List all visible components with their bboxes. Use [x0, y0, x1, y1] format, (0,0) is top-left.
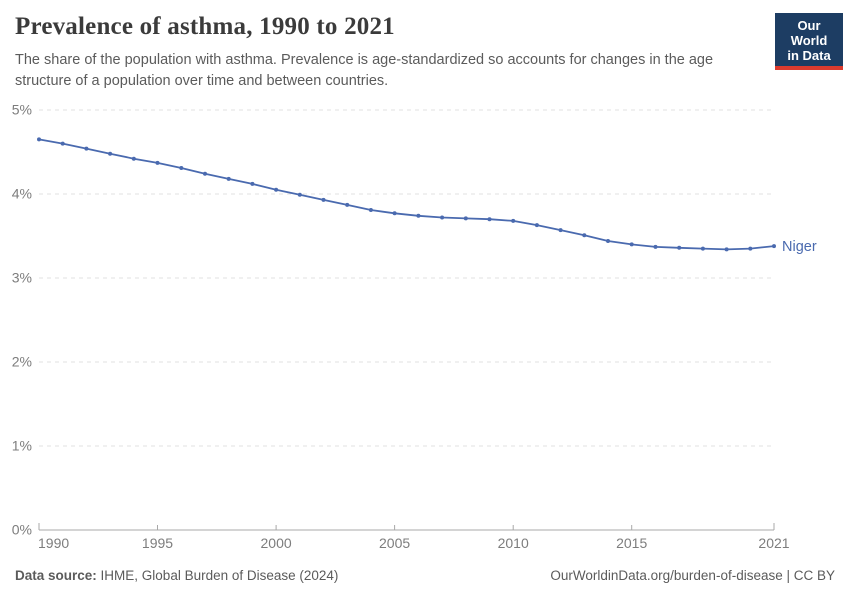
data-point: [416, 213, 421, 218]
data-source-label: Data source:: [15, 568, 97, 583]
data-point: [297, 192, 302, 197]
data-point: [345, 202, 350, 207]
data-point: [534, 223, 539, 228]
data-point: [37, 137, 41, 142]
data-point: [60, 141, 65, 146]
data-point: [226, 176, 231, 181]
data-point: [724, 247, 729, 252]
page-title: Prevalence of asthma, 1990 to 2021: [15, 13, 395, 40]
data-point: [582, 233, 587, 238]
data-point: [772, 244, 776, 249]
data-point: [748, 246, 753, 251]
y-tick-label: 5%: [12, 102, 32, 118]
data-line: [38, 138, 775, 251]
y-tick-label: 1%: [12, 438, 32, 454]
data-point: [487, 217, 492, 222]
data-point: [321, 197, 326, 202]
data-point: [84, 146, 89, 151]
x-tick-label: 2015: [616, 535, 647, 551]
x-tick-label: 1990: [38, 535, 69, 551]
data-point: [155, 160, 160, 165]
data-point: [653, 244, 658, 249]
x-tick-label: 2005: [379, 535, 410, 551]
x-tick-label: 2010: [498, 535, 529, 551]
x-tick-label: 2000: [261, 535, 292, 551]
data-point: [108, 151, 113, 156]
owid-logo[interactable]: Our World in Data: [775, 13, 843, 70]
data-point: [250, 181, 255, 186]
data-point: [203, 171, 207, 176]
data-point: [629, 242, 634, 247]
data-source-text: IHME, Global Burden of Disease (2024): [100, 568, 339, 583]
chart-subtitle: The share of the population with asthma.…: [15, 52, 714, 89]
chart-footer: Data source: IHME, Global Burden of Dise…: [15, 568, 835, 583]
y-tick-label: 2%: [12, 354, 32, 370]
data-source: Data source: IHME, Global Burden of Dise…: [15, 568, 338, 583]
license-link[interactable]: OurWorldinData.org/burden-of-disease | C…: [550, 568, 835, 583]
x-tick-label: 2021: [758, 535, 789, 551]
data-point: [274, 187, 279, 192]
data-point: [606, 239, 610, 243]
x-tick-label: 1995: [142, 535, 173, 551]
data-point: [558, 228, 563, 233]
data-point: [440, 215, 445, 220]
data-point: [368, 208, 373, 212]
data-point: [700, 246, 705, 251]
data-point: [463, 216, 468, 221]
data-point: [392, 211, 397, 216]
data-point: [131, 156, 136, 161]
data-point: [511, 218, 516, 223]
series-end-label: Niger: [782, 239, 817, 255]
owid-logo-line1: Our World: [790, 18, 828, 48]
chart-header: Prevalence of asthma, 1990 to 2021 The s…: [15, 13, 755, 91]
owid-logo-line2: in Data: [787, 48, 831, 63]
y-tick-label: 4%: [12, 186, 32, 202]
data-point: [677, 245, 682, 250]
data-point: [179, 166, 184, 170]
y-tick-label: 3%: [12, 270, 32, 286]
y-tick-label: 0%: [12, 522, 32, 538]
